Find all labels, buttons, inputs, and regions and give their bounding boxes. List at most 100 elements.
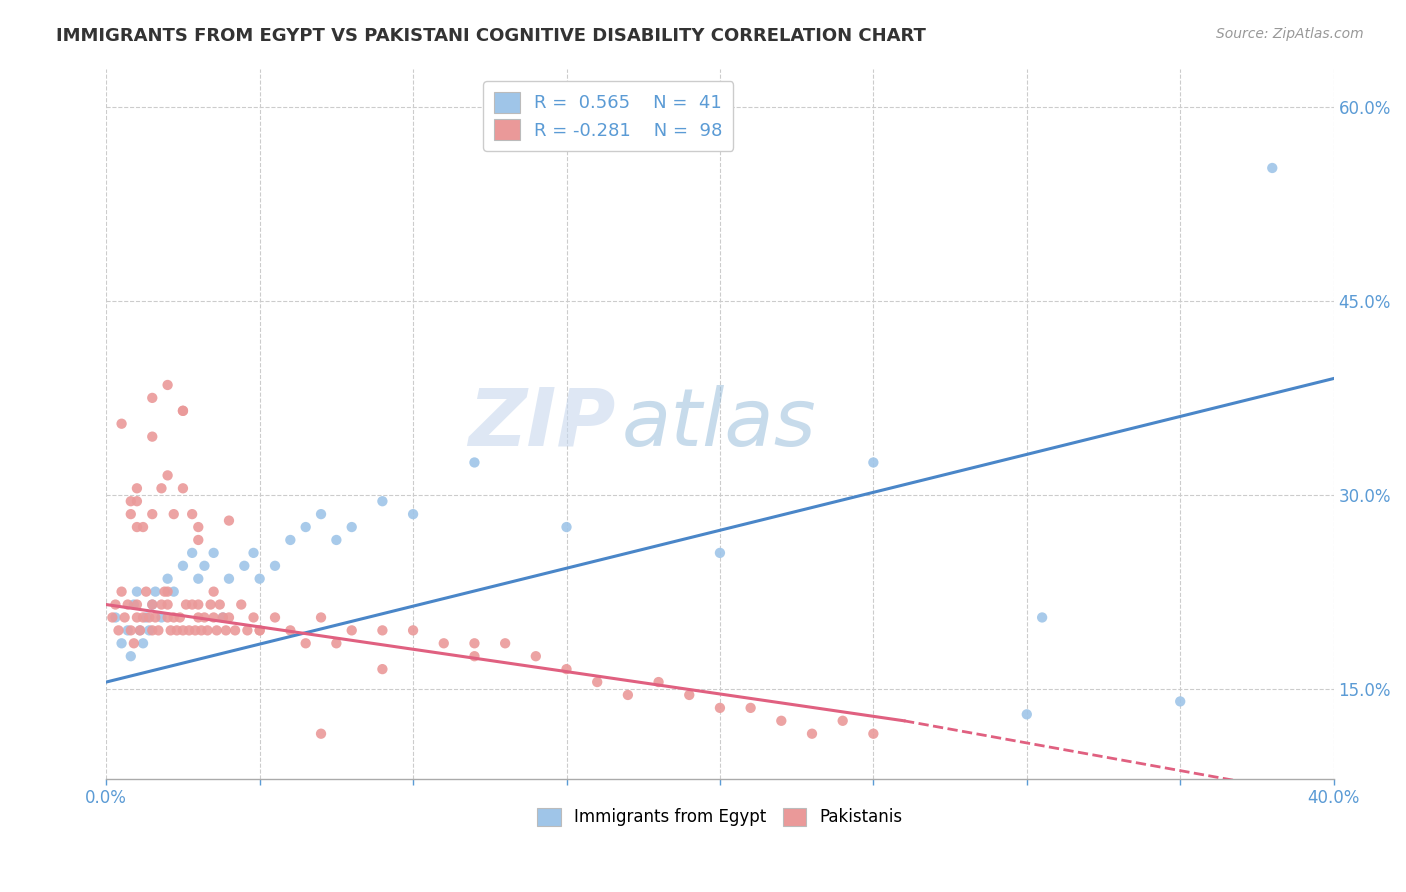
Point (218, 514, 240, 528)
Point (402, 624, 425, 638)
Point (110, 636, 132, 650)
Text: Source: ZipAtlas.com: Source: ZipAtlas.com (1216, 27, 1364, 41)
Point (141, 598, 163, 612)
Point (163, 507, 186, 521)
Point (1261, 161, 1284, 175)
Point (555, 662, 578, 676)
Point (156, 584, 179, 599)
Point (156, 572, 179, 586)
Point (371, 624, 394, 638)
Point (280, 624, 302, 638)
Point (150, 610, 173, 624)
Point (202, 584, 225, 599)
Point (110, 584, 132, 599)
Point (371, 494, 394, 508)
Point (280, 533, 302, 547)
Point (141, 391, 163, 405)
Point (205, 624, 228, 638)
Point (187, 610, 209, 624)
Point (117, 624, 139, 638)
Point (709, 546, 731, 560)
Point (120, 494, 142, 508)
Point (172, 404, 194, 418)
Point (181, 507, 204, 521)
Point (107, 624, 129, 638)
Point (132, 636, 155, 650)
Point (309, 727, 332, 741)
Point (125, 481, 148, 495)
Point (129, 624, 152, 638)
Text: atlas: atlas (621, 384, 817, 463)
Text: IMMIGRANTS FROM EGYPT VS PAKISTANI COGNITIVE DISABILITY CORRELATION CHART: IMMIGRANTS FROM EGYPT VS PAKISTANI COGNI… (56, 27, 927, 45)
Point (294, 636, 316, 650)
Point (110, 417, 132, 431)
Point (172, 481, 194, 495)
Point (125, 494, 148, 508)
Point (141, 598, 163, 612)
Point (371, 662, 394, 676)
Point (125, 598, 148, 612)
Point (122, 636, 145, 650)
Point (294, 520, 316, 534)
Point (494, 636, 516, 650)
Point (678, 688, 700, 702)
Point (218, 572, 240, 586)
Point (166, 624, 188, 638)
Point (138, 610, 160, 624)
Point (181, 598, 204, 612)
Point (141, 624, 163, 638)
Point (193, 558, 215, 573)
Point (104, 610, 127, 624)
Point (309, 507, 332, 521)
Point (156, 468, 179, 483)
Point (215, 624, 238, 638)
Point (125, 584, 148, 599)
Point (135, 584, 157, 599)
Point (740, 701, 762, 715)
Point (264, 610, 287, 624)
Point (190, 624, 212, 638)
Point (202, 546, 225, 560)
Point (159, 624, 181, 638)
Point (236, 624, 259, 638)
Point (143, 584, 166, 599)
Point (340, 624, 363, 638)
Point (555, 520, 578, 534)
Point (211, 610, 233, 624)
Point (211, 610, 233, 624)
Point (193, 610, 215, 624)
Point (325, 533, 347, 547)
Point (132, 610, 155, 624)
Point (187, 533, 209, 547)
Point (524, 649, 547, 664)
Point (125, 520, 148, 534)
Point (463, 649, 485, 664)
Point (831, 714, 853, 728)
Point (125, 610, 148, 624)
Point (249, 624, 271, 638)
Point (172, 558, 194, 573)
Point (156, 598, 179, 612)
Point (163, 610, 186, 624)
Point (174, 598, 197, 612)
Point (156, 378, 179, 392)
Point (104, 598, 127, 612)
Point (138, 624, 160, 638)
Point (242, 610, 264, 624)
Point (1031, 610, 1053, 624)
Point (647, 675, 669, 690)
Point (120, 624, 142, 638)
Point (309, 610, 332, 624)
Point (197, 624, 219, 638)
Point (200, 598, 222, 612)
Point (181, 546, 204, 560)
Point (231, 598, 253, 612)
Point (187, 520, 209, 534)
Point (249, 572, 271, 586)
Point (187, 598, 209, 612)
Point (129, 624, 152, 638)
Point (187, 572, 209, 586)
Point (141, 430, 163, 444)
Point (862, 455, 884, 469)
Point (709, 701, 731, 715)
